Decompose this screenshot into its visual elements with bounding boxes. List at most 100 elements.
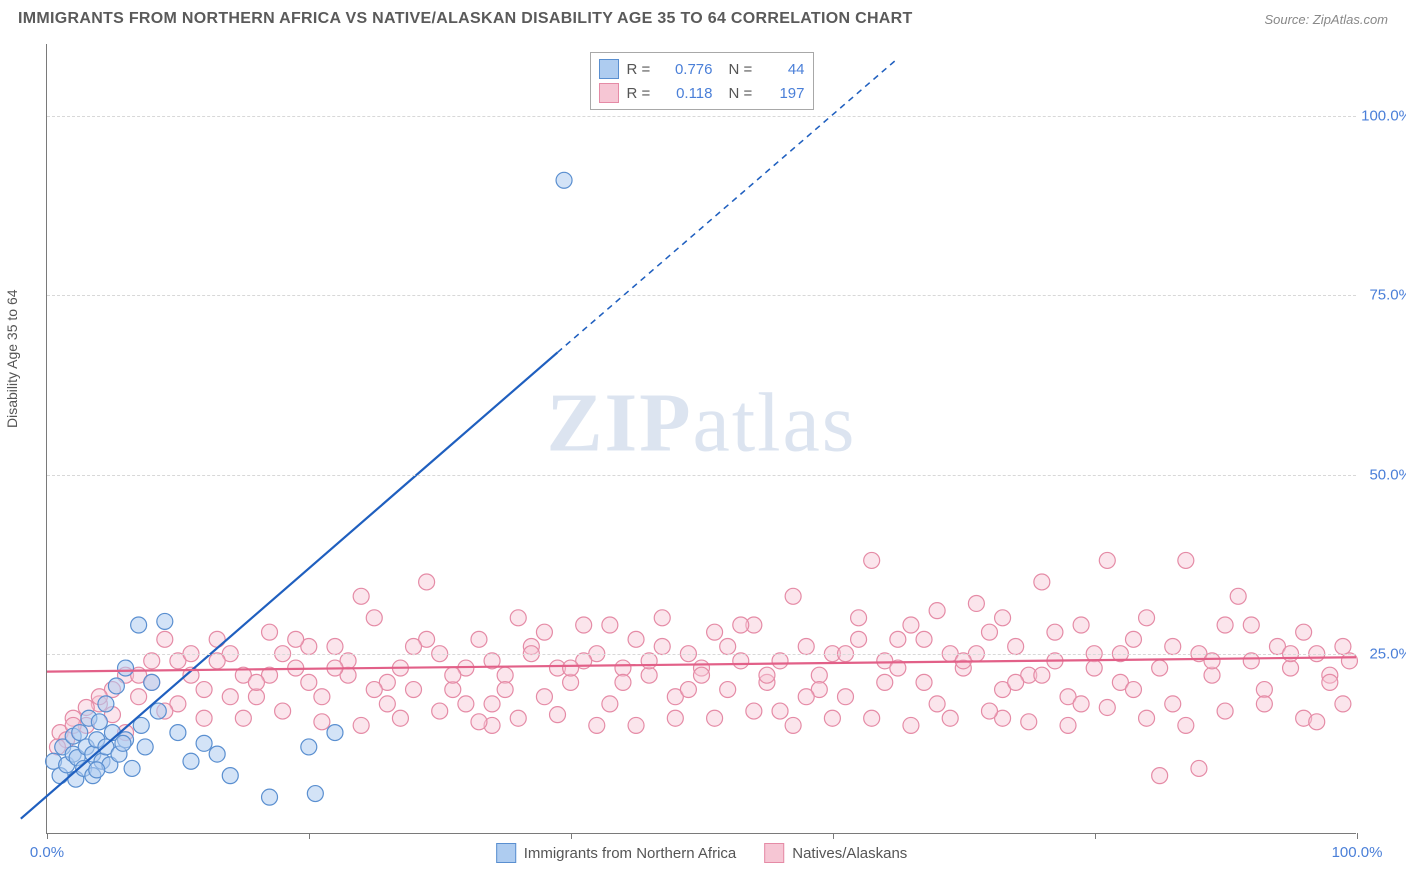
data-point: [209, 746, 225, 762]
data-point: [1178, 717, 1194, 733]
correlation-legend: R =0.776N =44R =0.118N =197: [590, 52, 814, 110]
plot-svg: [47, 44, 1356, 833]
data-point: [1034, 667, 1050, 683]
data-point: [235, 710, 251, 726]
legend-swatch: [599, 83, 619, 103]
data-point: [157, 631, 173, 647]
data-point: [563, 674, 579, 690]
data-point: [916, 631, 932, 647]
data-point: [98, 696, 114, 712]
data-point: [327, 639, 343, 655]
data-point: [118, 660, 134, 676]
data-point: [170, 725, 186, 741]
data-point: [733, 617, 749, 633]
y-axis-label: Disability Age 35 to 64: [4, 289, 20, 428]
legend-swatch: [764, 843, 784, 863]
r-value: 0.118: [663, 85, 713, 102]
n-value: 44: [765, 61, 805, 78]
data-point: [419, 574, 435, 590]
data-point: [615, 660, 631, 676]
data-point: [1283, 660, 1299, 676]
data-point: [301, 674, 317, 690]
data-point: [1191, 760, 1207, 776]
legend-item: Natives/Alaskans: [764, 843, 907, 863]
data-point: [510, 610, 526, 626]
data-point: [563, 660, 579, 676]
data-point: [720, 639, 736, 655]
data-point: [785, 717, 801, 733]
data-point: [864, 552, 880, 568]
data-point: [864, 710, 880, 726]
data-point: [314, 714, 330, 730]
data-point: [458, 696, 474, 712]
data-point: [720, 682, 736, 698]
data-point: [445, 667, 461, 683]
data-point: [1073, 617, 1089, 633]
data-point: [248, 674, 264, 690]
regression-line: [21, 352, 558, 818]
data-point: [222, 768, 238, 784]
data-point: [115, 735, 131, 751]
data-point: [746, 703, 762, 719]
data-point: [366, 610, 382, 626]
series-legend: Immigrants from Northern Africa Natives/A…: [496, 843, 908, 863]
data-point: [510, 710, 526, 726]
data-point: [1021, 714, 1037, 730]
data-point: [406, 682, 422, 698]
chart-title: IMMIGRANTS FROM NORTHERN AFRICA VS NATIV…: [18, 10, 913, 28]
data-point: [641, 667, 657, 683]
data-point: [1139, 710, 1155, 726]
data-point: [1204, 667, 1220, 683]
x-tick-label: 0.0%: [30, 844, 64, 861]
data-point: [798, 689, 814, 705]
data-point: [1060, 717, 1076, 733]
r-value: 0.776: [663, 61, 713, 78]
data-point: [824, 710, 840, 726]
data-point: [131, 689, 147, 705]
data-point: [1099, 699, 1115, 715]
data-point: [851, 631, 867, 647]
data-point: [589, 717, 605, 733]
data-point: [314, 689, 330, 705]
data-point: [759, 667, 775, 683]
data-point: [353, 588, 369, 604]
data-point: [1034, 574, 1050, 590]
data-point: [1309, 714, 1325, 730]
data-point: [694, 667, 710, 683]
data-point: [1335, 639, 1351, 655]
data-point: [851, 610, 867, 626]
data-point: [877, 674, 893, 690]
data-point: [1165, 696, 1181, 712]
data-point: [707, 710, 723, 726]
data-point: [137, 739, 153, 755]
data-point: [968, 595, 984, 611]
y-tick-label: 75.0%: [1369, 287, 1406, 304]
data-point: [1008, 639, 1024, 655]
legend-row: R =0.776N =44: [599, 57, 805, 81]
data-point: [667, 710, 683, 726]
data-point: [327, 725, 343, 741]
legend-label: Immigrants from Northern Africa: [524, 845, 737, 862]
data-point: [1073, 696, 1089, 712]
data-point: [628, 631, 644, 647]
data-point: [811, 667, 827, 683]
data-point: [196, 710, 212, 726]
legend-item: Immigrants from Northern Africa: [496, 843, 737, 863]
data-point: [209, 631, 225, 647]
data-point: [307, 786, 323, 802]
data-point: [837, 689, 853, 705]
data-point: [366, 682, 382, 698]
data-point: [680, 682, 696, 698]
legend-swatch: [599, 59, 619, 79]
n-value: 197: [765, 85, 805, 102]
legend-swatch: [496, 843, 516, 863]
data-point: [981, 703, 997, 719]
data-point: [1335, 696, 1351, 712]
data-point: [602, 617, 618, 633]
data-point: [1086, 660, 1102, 676]
data-point: [1217, 617, 1233, 633]
data-point: [196, 682, 212, 698]
data-point: [497, 667, 513, 683]
data-point: [1047, 624, 1063, 640]
data-point: [144, 674, 160, 690]
